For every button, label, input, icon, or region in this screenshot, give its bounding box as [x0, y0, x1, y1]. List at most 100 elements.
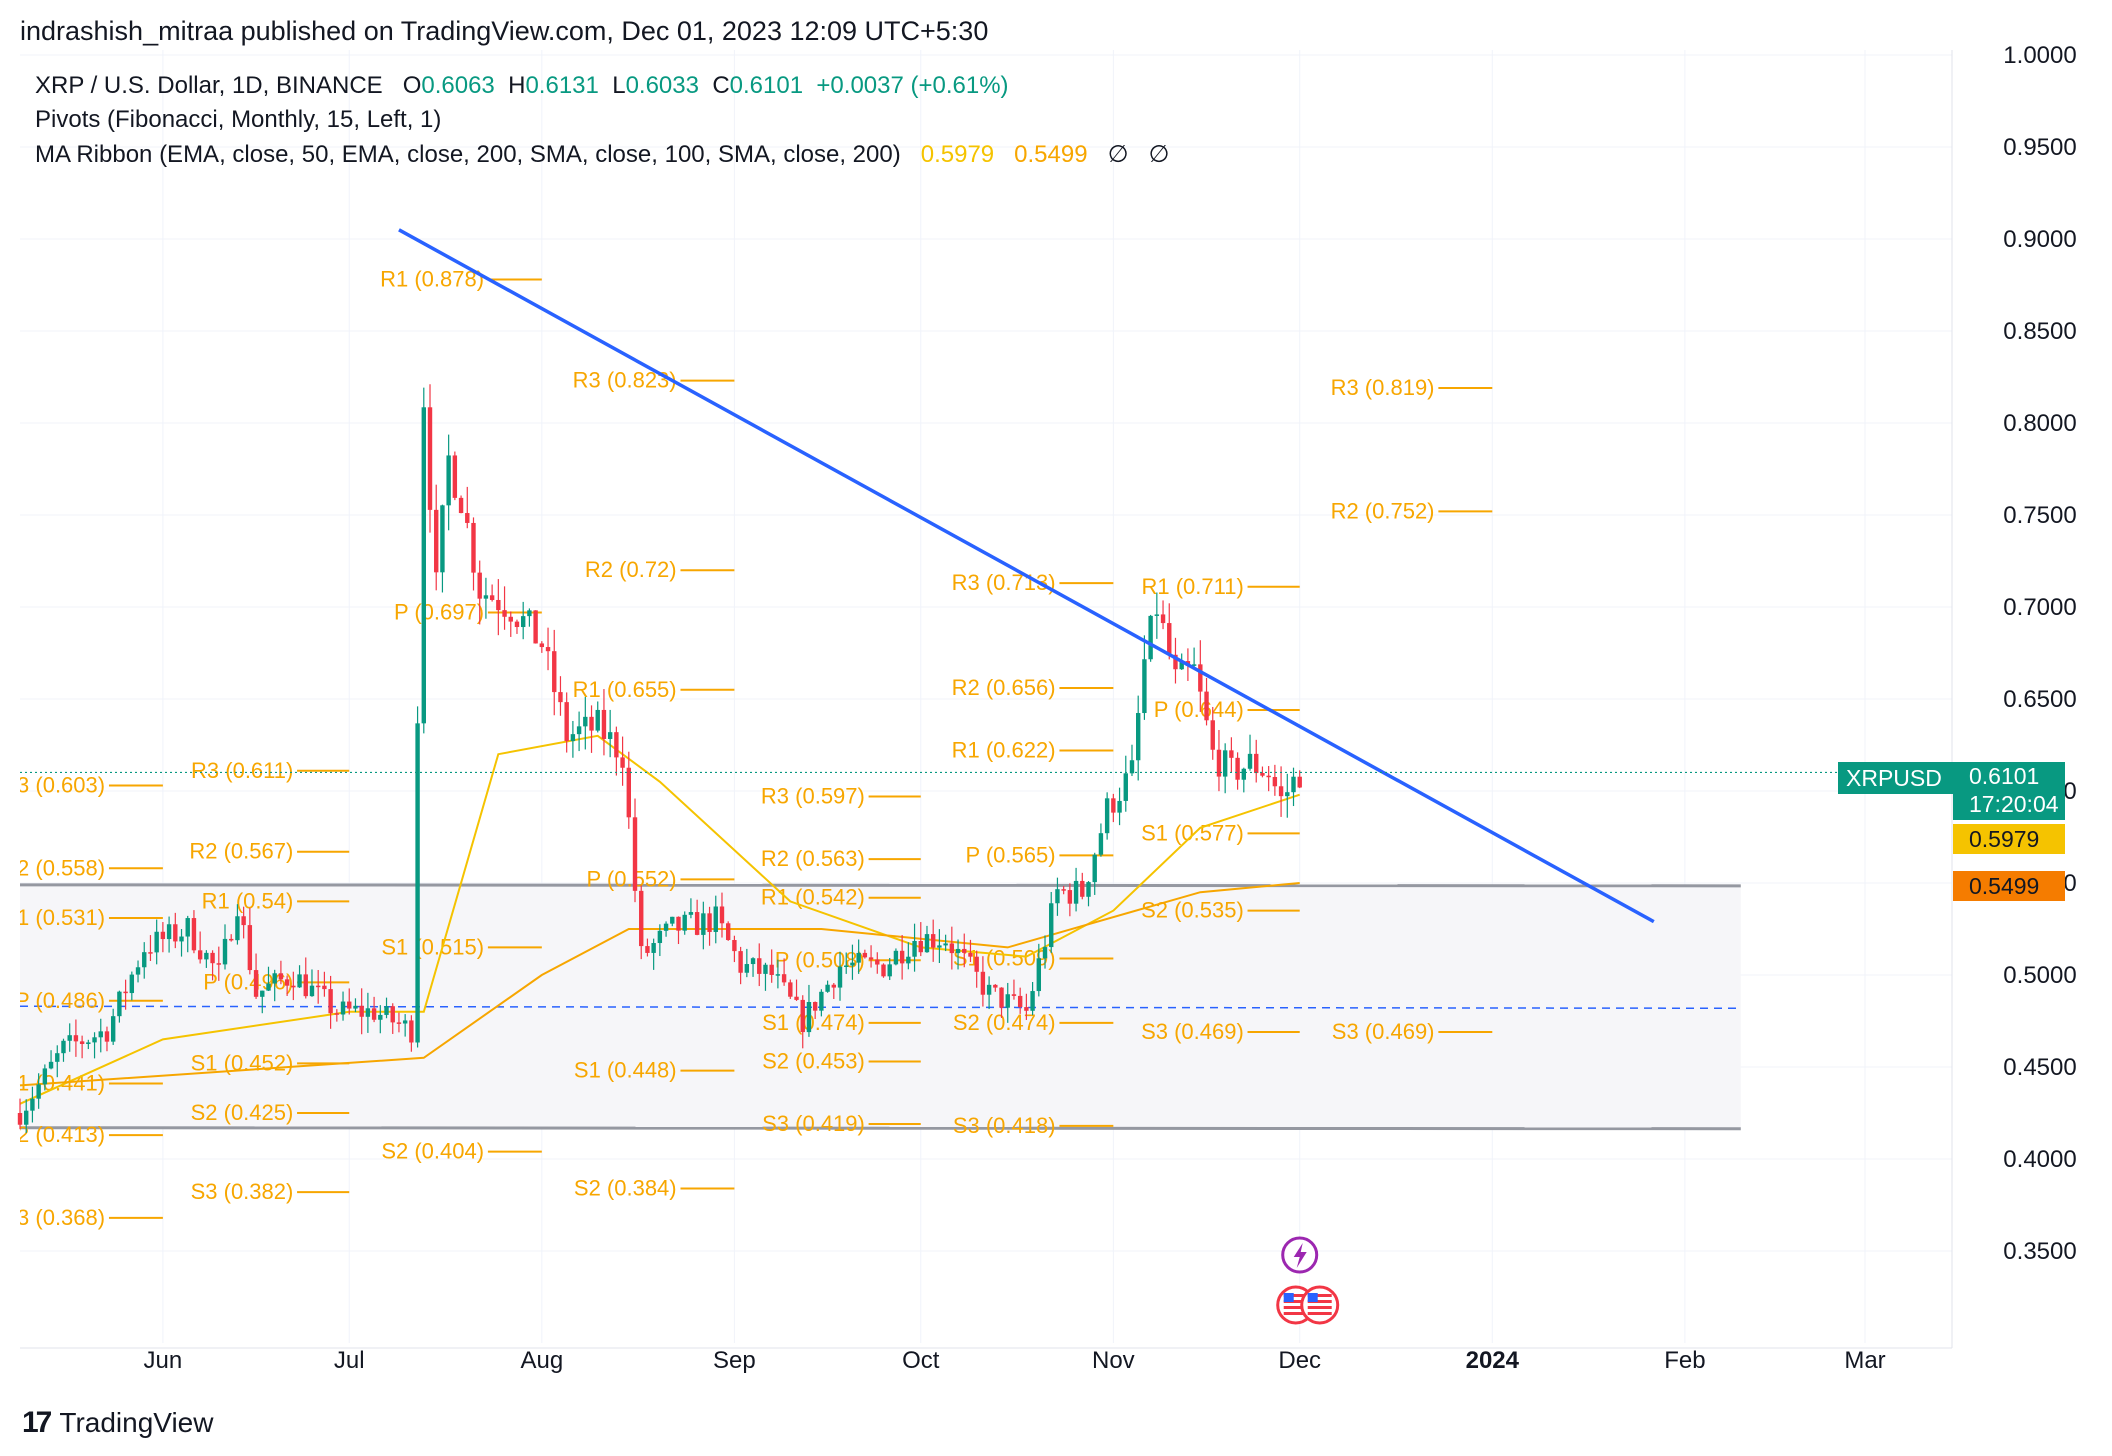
- candle-body: [725, 923, 731, 941]
- last-price-badge: 0.6101 17:20:04: [1953, 762, 2065, 820]
- candle-body: [1210, 720, 1215, 750]
- candle-body: [24, 1110, 29, 1125]
- candle-body: [968, 952, 973, 957]
- pivot-level-label: R3 (0.823): [573, 368, 677, 393]
- pivots-legend[interactable]: Pivots (Fibonacci, Monthly, 15, Left, 1): [35, 106, 442, 133]
- candle-body: [197, 950, 203, 960]
- flag-stripe: [1307, 1300, 1332, 1303]
- price-tick-label: 0.8500: [2003, 318, 2076, 345]
- candle-body: [1086, 882, 1091, 897]
- candle-body: [1222, 750, 1228, 777]
- time-tick-label: Aug: [520, 1347, 563, 1374]
- candle-body: [1042, 947, 1048, 959]
- candle-body: [657, 930, 663, 944]
- pivot-level-label: P (0.508): [775, 947, 865, 972]
- candle-body: [999, 987, 1004, 1008]
- candle-body: [17, 1113, 23, 1125]
- pivot-level-label: S2 (0.404): [381, 1139, 484, 1164]
- flag-stripe: [1283, 1306, 1308, 1309]
- candle-body: [788, 982, 793, 997]
- candle-body: [1030, 991, 1035, 1011]
- candle-body: [334, 1013, 340, 1015]
- time-tick-label: Mar: [1844, 1347, 1885, 1374]
- candle-body: [1092, 854, 1097, 883]
- low-label: L: [612, 72, 626, 99]
- candle-body: [260, 990, 265, 997]
- candle-body: [1154, 614, 1160, 616]
- flag-ring: [1300, 1285, 1340, 1325]
- time-tick-label: Jun: [144, 1347, 183, 1374]
- candle-body: [210, 952, 215, 964]
- price-tick-label: 0.4000: [2003, 1146, 2076, 1173]
- candle-body: [1142, 659, 1147, 714]
- candle-body: [887, 964, 892, 977]
- candle-body: [862, 952, 868, 958]
- candle-body: [166, 924, 172, 940]
- candle-body: [216, 963, 221, 965]
- ma-ribbon-legend[interactable]: MA Ribbon (EMA, close, 50, EMA, close, 2…: [35, 140, 1169, 169]
- candle-body: [676, 916, 681, 931]
- candle-body: [1148, 615, 1153, 660]
- candle-body: [881, 964, 886, 977]
- flag-canton: [1307, 1293, 1318, 1302]
- ma-value-2: 0.5499: [1014, 141, 1088, 168]
- tradingview-logo-icon: 17: [22, 1406, 52, 1439]
- candle-body: [253, 970, 259, 997]
- candle-body: [1098, 833, 1104, 855]
- pivot-level-label: S3 (0.418): [953, 1113, 1056, 1138]
- candle-body: [173, 924, 178, 942]
- candle-body: [837, 966, 843, 988]
- pivot-level-label: R1 (0.622): [952, 738, 1056, 763]
- tradingview-brand[interactable]: 17 TradingView: [22, 1406, 213, 1440]
- candle-body: [291, 985, 296, 988]
- candle-body: [48, 1061, 54, 1069]
- candle-body: [1073, 880, 1079, 904]
- price-tick-label: 0.5000: [2003, 962, 2076, 989]
- candle-body: [614, 732, 619, 758]
- candle-body: [943, 943, 948, 946]
- pivot-level-label: R1 (0.54): [202, 888, 294, 913]
- candle-body: [794, 996, 799, 1000]
- candle-body: [1024, 1007, 1029, 1011]
- candle-body: [1061, 889, 1066, 891]
- candle-body: [1049, 903, 1054, 948]
- candle-body: [825, 984, 830, 992]
- pivot-level-label: R2 (0.567): [189, 839, 293, 864]
- pivot-level-label: R1 (0.655): [573, 677, 677, 702]
- candle-body: [732, 940, 737, 952]
- trendline: [398, 228, 1655, 924]
- candle-body: [993, 984, 998, 988]
- candle-body: [353, 1005, 358, 1009]
- pivot-level-label: R3 (0.819): [1331, 375, 1435, 400]
- candle-body: [322, 985, 327, 990]
- flag-stripe: [1307, 1294, 1332, 1297]
- candle-body: [86, 1042, 91, 1044]
- price-tick-label: 0.9500: [2003, 134, 2076, 161]
- candle-body: [875, 959, 880, 965]
- candle-body: [800, 999, 805, 1033]
- pivot-level-label: S1 (0.577): [1141, 820, 1244, 845]
- symbol-title[interactable]: XRP / U.S. Dollar, 1D, BINANCE: [35, 72, 383, 99]
- candle-body: [980, 971, 986, 995]
- candle-body: [284, 979, 290, 986]
- candles-group: [17, 384, 1302, 1133]
- time-tick-label: Nov: [1092, 1347, 1135, 1374]
- candle-body: [1260, 773, 1265, 776]
- pivot-level-label: R1 (0.542): [761, 885, 865, 910]
- ma-slow-line: [19, 882, 1300, 1087]
- candle-body: [844, 965, 849, 967]
- candle-body: [719, 906, 725, 924]
- candle-body: [1017, 995, 1023, 1008]
- candle-body: [489, 595, 495, 600]
- price-tick-label: 0.7000: [2003, 594, 2076, 621]
- range-top-line: [19, 883, 1741, 888]
- candle-body: [893, 950, 899, 965]
- open-label: O: [402, 72, 422, 99]
- pivot-level-label: R3 (0.597): [761, 784, 865, 809]
- candle-body: [757, 958, 762, 974]
- lightning-icon-bolt: [1293, 1243, 1307, 1268]
- candle-body: [645, 946, 650, 953]
- flag-stripe: [1283, 1312, 1308, 1315]
- candle-body: [98, 1031, 103, 1038]
